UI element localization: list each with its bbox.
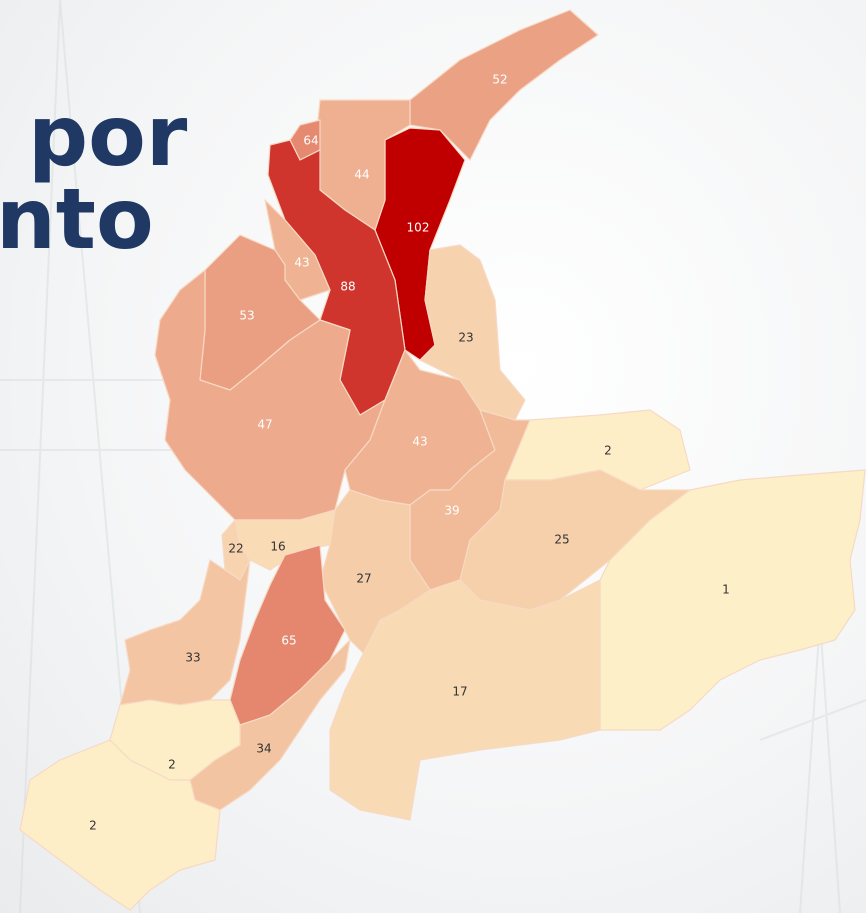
region-value-label: 65 [281,634,296,648]
region-value-label: 52 [492,73,507,87]
region-value-label: 43 [294,256,309,270]
region-value-label: 44 [354,168,369,182]
region-value-label: 17 [452,685,467,699]
region-value-label: 33 [185,651,200,665]
region-value-label: 25 [554,533,569,547]
region-value-label: 39 [444,504,459,518]
region-value-label: 47 [257,418,272,432]
region-value-label: 16 [270,540,285,554]
region-value-label: 2 [168,758,176,772]
region-value-label: 64 [303,134,318,148]
region [120,560,250,705]
title-line: nto [0,170,154,268]
map-slide: por nto 52102446488435347432339225116222… [0,0,866,913]
region-value-label: 2 [604,444,612,458]
region-value-label: 1 [722,583,730,597]
region-value-label: 22 [228,542,243,556]
region-value-label: 43 [412,435,427,449]
region-value-label: 27 [356,572,371,586]
region-value-label: 2 [89,819,97,833]
region-value-label: 53 [239,309,254,323]
region-value-label: 102 [407,221,430,235]
region-value-label: 23 [458,331,473,345]
region-value-label: 88 [340,280,355,294]
region-value-label: 34 [256,742,271,756]
